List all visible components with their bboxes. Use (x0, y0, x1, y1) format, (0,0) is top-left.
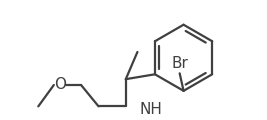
Text: O: O (54, 78, 66, 93)
Text: Br: Br (171, 56, 188, 71)
Text: NH: NH (139, 102, 162, 117)
